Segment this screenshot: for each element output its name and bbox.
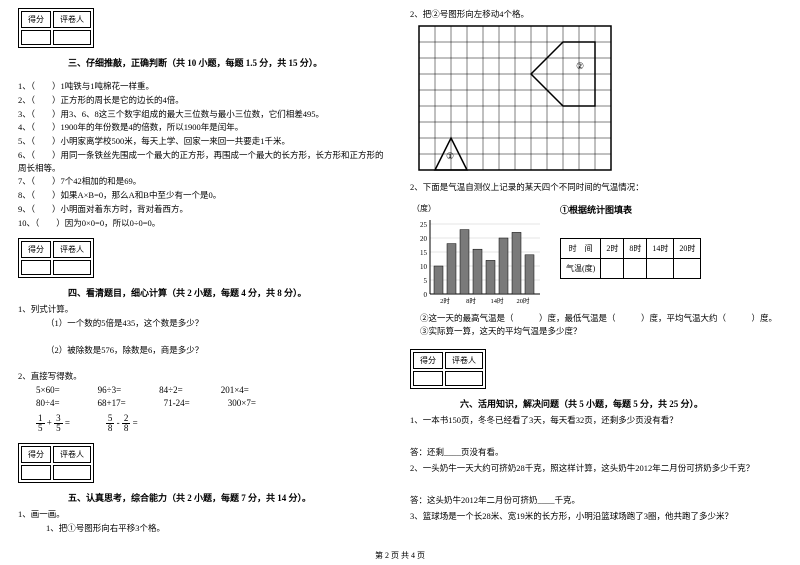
score-box: 得分评卷人 [410, 349, 486, 389]
judge-item: 6、（ ）用同一条铁丝先围成一个最大的正方形，再围成一个最大的长方形，长方形和正… [18, 149, 390, 175]
judge-item: 8、（ ）如果A×B=0，那么A和B中至少有一个是0。 [18, 189, 390, 202]
section-3-title: 三、仔细推敲，正确判断（共 10 小题，每题 1.5 分，共 15 分）。 [68, 56, 390, 69]
judge-item: 2、（ ）正方形的周长是它的边长的4倍。 [18, 94, 390, 107]
temp-table: 时 间2时 8时14时 20时 气温(度) [560, 238, 701, 279]
score-box: 得分评卷人 [18, 238, 94, 278]
svg-text:5: 5 [424, 277, 428, 285]
right-q2b: ②这一天的最高气温是（ ）度，最低气温是（ ）度，平均气温大约（ ）度。 [420, 312, 782, 325]
calc-row-2: 80÷4= 68+17= 71-24= 300×7= [36, 398, 390, 408]
s6-q2: 2、一头奶牛一天大约可挤奶28千克，照这样计算，这头奶牛2012年二月份可挤奶多… [410, 462, 782, 475]
judge-item: 5、（ ）小明家离学校500米，每天上学、回家一来回一共要走1千米。 [18, 135, 390, 148]
judge-item: 1、（ ）1吨铁与1吨棉花一样重。 [18, 80, 390, 93]
judge-item: 3、（ ）用3、6、8这三个数字组成的最大三位数与最小三位数，它们相差495。 [18, 108, 390, 121]
svg-text:10: 10 [420, 263, 428, 271]
right-q2: 2、下面是气温自测仪上记录的某天四个不同时间的气温情况： [410, 181, 782, 194]
s5-h1: 1、画一画。 [18, 508, 390, 521]
judge-item: 7、（ ）7个42相加的和是69。 [18, 175, 390, 188]
s4-q1: （1）一个数的5倍是435，这个数是多少？ [46, 317, 390, 330]
svg-text:②: ② [576, 61, 584, 71]
chart-y-label: （度） [412, 203, 542, 214]
section-6-title: 六、活用知识，解决问题（共 5 小题，每题 5 分，共 25 分）。 [460, 397, 782, 410]
s6-q3: 3、篮球场是一个长28米、宽19米的长方形，小明沿篮球场跑了3圈，他共跑了多少米… [410, 510, 782, 523]
judge-item: 10、（ ）因为0×0=0，所以0÷0=0。 [18, 217, 390, 230]
svg-text:25: 25 [420, 221, 428, 229]
svg-text:20时: 20时 [517, 296, 531, 305]
section-4-title: 四、看清题目，细心计算（共 2 小题，每题 4 分，共 8 分）。 [68, 286, 390, 299]
svg-text:20: 20 [420, 235, 428, 243]
right-top: 2、把②号图形向左移动4个格。 [410, 8, 782, 21]
bar-chart: 0 5 10 15 20 25 2时 8时 14时 20时 [412, 216, 542, 306]
score-box: 得分评卷人 [18, 443, 94, 483]
section-3-items: 1、（ ）1吨铁与1吨棉花一样重。2、（ ）正方形的周长是它的边长的4倍。3、（… [18, 80, 390, 229]
grader-label: 评卷人 [53, 11, 91, 28]
svg-text:14时: 14时 [491, 296, 505, 305]
s6-a1: 答：还剩____页没有看。 [410, 446, 782, 458]
svg-text:①: ① [446, 151, 454, 161]
s6-q1: 1、一本书150页，冬冬已经看了3天，每天看32页，还剩多少页没有看？ [410, 414, 782, 427]
svg-text:0: 0 [424, 291, 428, 299]
s4-h2: 2、直接写得数。 [18, 370, 390, 383]
score-box: 得分 评卷人 [18, 8, 94, 48]
calc-row-1: 5×60= 96÷3= 84÷2= 201×4= [36, 385, 390, 395]
svg-text:15: 15 [420, 249, 428, 257]
judge-item: 4、（ ）1900年的年份数是4的倍数，所以1900年是闰年。 [18, 121, 390, 134]
s5-q1: 1、把①号图形向右平移3个格。 [46, 522, 390, 535]
page-footer: 第 2 页 共 4 页 [0, 550, 800, 561]
right-q2c: ③实际算一算，这天的平均气温是多少度？ [420, 325, 782, 338]
score-label: 得分 [21, 11, 51, 28]
svg-text:8时: 8时 [466, 296, 476, 305]
s4-h1: 1、列式计算。 [18, 303, 390, 316]
judge-item: 9、（ ）小明面对着东方时，背对着西方。 [18, 203, 390, 216]
svg-text:2时: 2时 [440, 296, 450, 305]
s4-q2: （2）被除数是576，除数是6，商是多少？ [46, 344, 390, 357]
grid-figure: ②① [418, 25, 614, 173]
frac-row: 15 + 35 = 58 - 28 = [36, 414, 390, 433]
section-5-title: 五、认真思考，综合能力（共 2 小题，每题 7 分，共 14 分）。 [68, 491, 390, 504]
table-title: ①根据统计图填表 [560, 203, 701, 216]
s6-a2: 答：这头奶牛2012年二月份可挤奶____千克。 [410, 494, 782, 506]
